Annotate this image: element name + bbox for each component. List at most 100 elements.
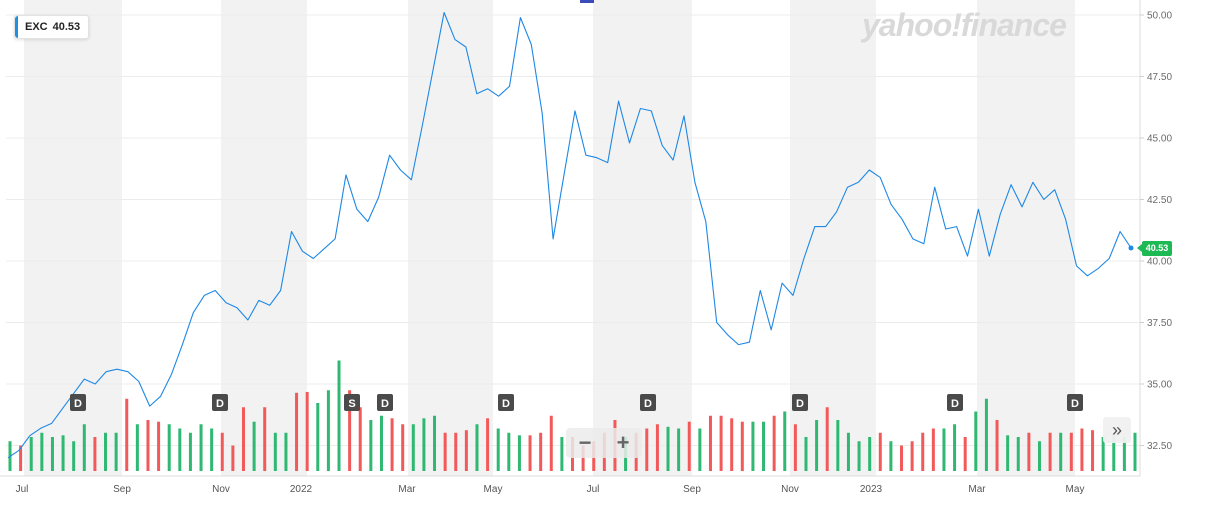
zoom-controls: − + xyxy=(566,428,642,458)
volume-bar xyxy=(114,432,118,471)
event-marker-label: D xyxy=(502,398,510,410)
event-marker xyxy=(792,394,808,411)
x-tick-label: 2023 xyxy=(860,484,883,495)
event-marker xyxy=(344,394,360,411)
price-line-layer xyxy=(7,11,1134,459)
volume-bar xyxy=(157,421,161,471)
volume-bar xyxy=(900,445,904,471)
volume-bar xyxy=(1059,432,1063,471)
volume-bar xyxy=(411,424,415,471)
volume-bar xyxy=(1112,435,1116,471)
volume-bar xyxy=(1101,437,1105,471)
volume-bar xyxy=(730,418,734,471)
volume-bar xyxy=(316,403,320,471)
event-marker-label: S xyxy=(348,398,355,410)
volume-bar xyxy=(167,424,171,471)
x-axis: Jul Sep Nov 2022 Mar May Jul Sep Nov 2023 Mar May xyxy=(0,475,1140,495)
volume-bar xyxy=(825,407,829,471)
x-tick-label: Sep xyxy=(113,484,131,495)
volume-bar xyxy=(1016,437,1020,471)
x-tick-label: Nov xyxy=(212,484,230,495)
volume-bar xyxy=(666,426,670,471)
x-tick-label: May xyxy=(484,484,503,495)
x-tick-label: Jul xyxy=(16,484,29,495)
y-tick-label: 35.00 xyxy=(1147,380,1172,391)
volume-bar xyxy=(1091,430,1095,471)
volume-bar xyxy=(1048,432,1052,471)
volume-bar xyxy=(433,415,437,471)
volume-bar xyxy=(793,424,797,471)
event-marker xyxy=(70,394,86,411)
x-tick-label: Sep xyxy=(683,484,701,495)
volume-bar xyxy=(846,432,850,471)
volume-bar xyxy=(135,424,139,471)
ticker-accent xyxy=(15,16,18,38)
event-marker xyxy=(212,394,228,411)
scroll-right-button[interactable]: » xyxy=(1103,417,1131,443)
volume-bar xyxy=(528,435,532,471)
volume-bar xyxy=(507,432,511,471)
volume-bar xyxy=(698,428,702,471)
volume-bar xyxy=(443,432,447,471)
volume-bar xyxy=(496,428,500,471)
volume-bar xyxy=(61,435,65,471)
volume-bar xyxy=(305,391,309,471)
volume-bar xyxy=(454,432,458,471)
volume-bar xyxy=(857,441,861,471)
volume-bar xyxy=(146,420,150,471)
period-bands xyxy=(24,0,1075,476)
x-tick-label: Mar xyxy=(398,484,416,495)
volume-bar xyxy=(486,418,490,471)
period-band xyxy=(408,0,493,476)
period-band xyxy=(221,0,307,476)
volume-bar xyxy=(29,437,33,471)
volume-bar xyxy=(379,415,383,471)
volume-bar xyxy=(878,432,882,471)
volume-bar xyxy=(719,415,723,471)
volume-bar xyxy=(1122,437,1126,471)
volume-bar xyxy=(581,445,585,471)
volume-bar xyxy=(963,437,967,471)
volume-bar xyxy=(836,420,840,471)
event-marker-label: D xyxy=(216,398,224,410)
grid-lines xyxy=(6,14,1140,446)
volume-bar xyxy=(178,428,182,471)
volume-bar xyxy=(82,424,86,471)
volume-bar xyxy=(953,424,957,471)
volume-bar xyxy=(549,415,553,471)
volume-bar xyxy=(273,432,277,471)
x-tick-label: 2022 xyxy=(290,484,313,495)
event-marker-label: D xyxy=(1071,398,1079,410)
volume-bar xyxy=(125,398,129,471)
volume-bar xyxy=(220,432,224,471)
x-tick-label: Mar xyxy=(968,484,986,495)
x-tick-label: May xyxy=(1066,484,1085,495)
volume-bar xyxy=(188,432,192,471)
volume-bar xyxy=(889,441,893,471)
volume-bar xyxy=(762,421,766,471)
zoom-out-button[interactable]: − xyxy=(578,430,592,455)
y-axis: 50.00 47.50 45.00 42.50 40.00 37.50 35.00 32.50 xyxy=(1139,0,1172,476)
last-price-tag: 40.53 xyxy=(1137,240,1172,256)
top-handle[interactable] xyxy=(580,0,594,3)
volume-bar xyxy=(677,428,681,471)
event-marker xyxy=(498,394,514,411)
volume-bar xyxy=(348,390,352,471)
volume-bar xyxy=(295,392,299,471)
event-marker-label: D xyxy=(796,398,804,410)
volume-bar xyxy=(910,441,914,471)
zoom-in-button[interactable]: + xyxy=(616,430,630,455)
volume-bar xyxy=(1006,435,1010,471)
volume-bar xyxy=(50,437,54,471)
volume-bar xyxy=(974,411,978,471)
event-marker-label: D xyxy=(74,398,82,410)
event-marker-label: D xyxy=(381,398,389,410)
volume-bar xyxy=(40,432,44,471)
volume-bar xyxy=(284,432,288,471)
volume-bar xyxy=(210,428,214,471)
y-tick-label: 40.00 xyxy=(1147,257,1172,268)
volume-bar xyxy=(326,390,330,471)
volume-bar xyxy=(1027,432,1031,471)
